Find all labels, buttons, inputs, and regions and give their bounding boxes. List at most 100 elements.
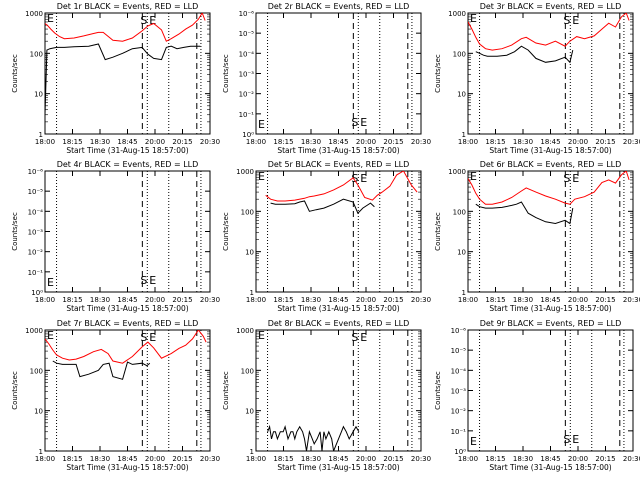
events-series-line xyxy=(475,201,574,225)
event-marker-s: S xyxy=(563,14,570,27)
event-marker-s: S xyxy=(351,116,358,129)
panel-title: Det 5r BLACK = Events, RED = LLD xyxy=(268,160,410,169)
detector-panel: Det 5r BLACK = Events, RED = LLD 1 10 100 10… xyxy=(222,160,431,313)
x-tick-label: 18:15 xyxy=(273,138,293,146)
y-tick-label: 10⁻⁶ xyxy=(451,327,467,335)
events-series-line xyxy=(45,43,201,115)
panel-title: Det 3r BLACK = Events, RED = LLD xyxy=(480,2,622,11)
x-axis-label: Start Time (31-Aug-15 18:57:00) xyxy=(489,304,611,313)
x-tick-label: 18:00 xyxy=(246,138,266,146)
x-tick-label: 20:30 xyxy=(623,138,640,146)
y-tick-label: 10⁻¹ xyxy=(451,428,467,436)
event-marker-e: E xyxy=(258,170,265,183)
plot-frame xyxy=(255,329,422,452)
x-tick-label: 20:00 xyxy=(356,455,376,463)
x-tick-label: 20:30 xyxy=(623,296,640,304)
x-tick-label: 18:15 xyxy=(62,455,82,463)
panel-title: Det 6r BLACK = Events, RED = LLD xyxy=(480,160,622,169)
y-tick-label: 10⁻² xyxy=(451,408,467,416)
plot-frame xyxy=(44,12,211,135)
y-tick-label: 10⁻⁴ xyxy=(451,367,467,375)
x-tick-label: 18:30 xyxy=(301,138,321,146)
y-tick-label: 10⁻³ xyxy=(28,229,44,237)
x-tick-label: 20:00 xyxy=(145,138,165,146)
x-tick-label: 18:30 xyxy=(301,455,321,463)
x-tick-label: 18:15 xyxy=(62,138,82,146)
detector-panel: Det 4r BLACK = Events, RED = LLD 10⁰ 10⁻¹ 1… xyxy=(11,160,220,313)
event-marker-e: E xyxy=(47,276,54,289)
x-tick-label: 18:45 xyxy=(328,138,348,146)
x-tick-label: 20:30 xyxy=(200,296,220,304)
x-tick-label: 18:00 xyxy=(35,455,55,463)
event-marker-e: E xyxy=(360,172,367,185)
y-tick-label: 10⁰ xyxy=(242,131,254,139)
x-tick-label: 20:30 xyxy=(623,455,640,463)
x-tick-label: 18:00 xyxy=(458,138,478,146)
event-marker-e: E xyxy=(470,170,477,183)
x-tick-label: 20:00 xyxy=(356,138,376,146)
y-tick-label: 1000 xyxy=(236,168,254,176)
x-tick-label: 18:00 xyxy=(246,296,266,304)
event-marker-e: E xyxy=(258,329,265,342)
detector-panel: Det 6r BLACK = Events, RED = LLD 1 10 100 10… xyxy=(434,160,640,313)
y-tick-label: 10⁻⁵ xyxy=(451,347,467,355)
event-marker-e: E xyxy=(572,172,579,185)
y-axis-label: Counts/sec xyxy=(434,212,442,251)
x-axis-label: Start Time (31-Aug-15 18:57:00) xyxy=(66,146,188,155)
y-tick-label: 10⁻³ xyxy=(239,71,255,79)
x-axis-label: Start Time (31-Aug-15 18:57:00) xyxy=(66,463,188,472)
x-tick-label: 18:15 xyxy=(485,138,505,146)
y-axis-label: Counts/sec xyxy=(11,54,19,93)
x-tick-label: 20:30 xyxy=(411,455,431,463)
x-tick-label: 18:30 xyxy=(513,296,533,304)
y-tick-label: 100 xyxy=(453,208,466,216)
x-tick-label: 18:45 xyxy=(540,455,560,463)
event-marker-e: E xyxy=(470,435,477,448)
x-axis-label: Start Time (31-Aug-15 18:57:00) xyxy=(489,463,611,472)
x-tick-label: 20:00 xyxy=(568,455,588,463)
x-tick-label: 18:45 xyxy=(540,296,560,304)
y-tick-label: 100 xyxy=(30,367,43,375)
y-axis-label: Counts/sec xyxy=(11,212,19,251)
x-tick-label: 18:00 xyxy=(458,455,478,463)
x-tick-label: 18:15 xyxy=(273,455,293,463)
event-marker-e: E xyxy=(572,14,579,27)
detector-panel: Det 8r BLACK = Events, RED = LLD 1 10 100 10… xyxy=(222,319,431,472)
y-tick-label: 1000 xyxy=(25,327,43,335)
plot-frame xyxy=(44,170,211,293)
event-marker-e: E xyxy=(360,116,367,129)
lld-series-line xyxy=(468,13,630,51)
x-tick-label: 18:45 xyxy=(328,296,348,304)
x-tick-label: 18:15 xyxy=(62,296,82,304)
detector-panel: Det 9r BLACK = Events, RED = LLD 10⁰ 10⁻¹ 1… xyxy=(434,319,640,472)
detector-panel: Det 1r BLACK = Events, RED = LLD 1 10 100 10… xyxy=(11,2,220,155)
event-marker-s: S xyxy=(351,172,358,185)
event-marker-e: E xyxy=(572,433,579,446)
plot-frame xyxy=(255,170,422,293)
x-tick-label: 18:30 xyxy=(513,455,533,463)
x-axis-label: Start Time (31-Aug-15 18:57:00) xyxy=(489,146,611,155)
y-axis-label: Counts/sec xyxy=(11,371,19,410)
lld-series-line xyxy=(468,171,630,205)
y-tick-label: 10⁻² xyxy=(28,249,44,257)
y-tick-label: 10⁻⁴ xyxy=(239,50,255,58)
y-tick-label: 10 xyxy=(457,91,466,99)
x-tick-label: 20:15 xyxy=(172,138,192,146)
events-series-line xyxy=(52,360,151,380)
x-tick-label: 20:00 xyxy=(568,138,588,146)
x-axis-label: Start Time (31-Aug-15 18:57:00) xyxy=(277,463,399,472)
panel-title: Det 4r BLACK = Events, RED = LLD xyxy=(57,160,199,169)
y-tick-label: 10⁻⁶ xyxy=(239,10,255,18)
panel-title: Det 8r BLACK = Events, RED = LLD xyxy=(268,319,410,328)
plot-frame xyxy=(467,170,634,293)
y-tick-label: 1000 xyxy=(448,10,466,18)
event-marker-e: E xyxy=(149,274,156,287)
y-tick-label: 10 xyxy=(245,249,254,257)
x-tick-label: 20:00 xyxy=(145,455,165,463)
y-tick-label: 10⁻⁵ xyxy=(239,30,255,38)
y-tick-label: 1 xyxy=(462,289,466,297)
y-tick-label: 10⁰ xyxy=(31,289,43,297)
x-axis-label: Start Time (31-Aug-15 18:57:00) xyxy=(277,304,399,313)
x-tick-label: 20:00 xyxy=(568,296,588,304)
